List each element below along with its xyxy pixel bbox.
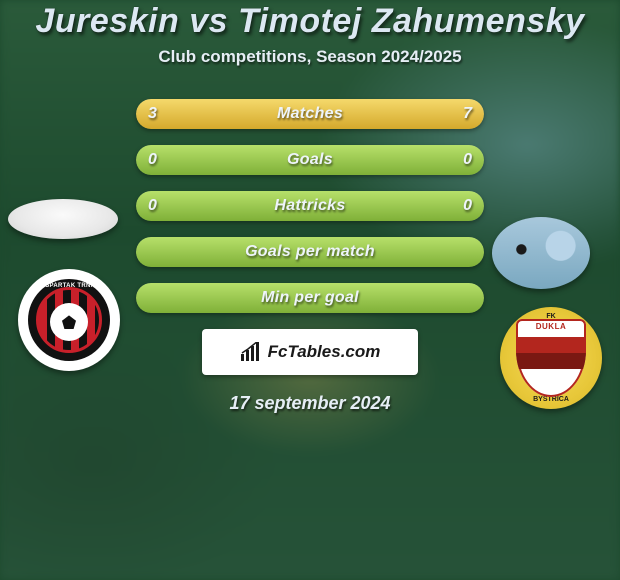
spartak-badge: FC SPARTAK TRNAVA <box>28 279 110 361</box>
stat-row: Hattricks0 0 <box>136 191 484 221</box>
soccer-ball-icon <box>50 303 88 341</box>
stat-value-right: 7 <box>463 99 472 129</box>
stat-label: Goals per match <box>136 237 484 267</box>
brand-text: FcTables.com <box>268 342 381 362</box>
stat-label: Hattricks <box>136 191 484 221</box>
stat-row: Matches3 7 <box>136 99 484 129</box>
stat-label: Goals <box>136 145 484 175</box>
stat-row: Goals per match <box>136 237 484 267</box>
stats-area: FC SPARTAK TRNAVA FK BYSTRICA DUKLA Matc… <box>0 99 620 414</box>
stat-value-left: 3 <box>148 99 157 129</box>
stat-value-right: 0 <box>463 191 472 221</box>
stat-bars: Matches37Goals00Hattricks00Goals per mat… <box>136 99 484 313</box>
dukla-shield-text: DUKLA <box>516 322 586 331</box>
stat-value-right: 0 <box>463 145 472 175</box>
stat-row: Min per goal <box>136 283 484 313</box>
stat-value-left: 0 <box>148 145 157 175</box>
brand-box[interactable]: FcTables.com <box>202 329 418 375</box>
club-badge-left: FC SPARTAK TRNAVA <box>18 269 120 371</box>
bar-chart-icon <box>240 342 262 362</box>
comparison-title: Jureskin vs Timotej Zahumensky <box>0 2 620 41</box>
player-right-photo <box>492 217 590 289</box>
comparison-subtitle: Club competitions, Season 2024/2025 <box>0 47 620 67</box>
content-wrapper: Jureskin vs Timotej Zahumensky Club comp… <box>0 0 620 414</box>
stat-label: Matches <box>136 99 484 129</box>
stat-value-left: 0 <box>148 191 157 221</box>
club-badge-right: FK BYSTRICA DUKLA <box>500 307 602 409</box>
stat-label: Min per goal <box>136 283 484 313</box>
player-left-photo <box>8 199 118 239</box>
stat-row: Goals0 0 <box>136 145 484 175</box>
